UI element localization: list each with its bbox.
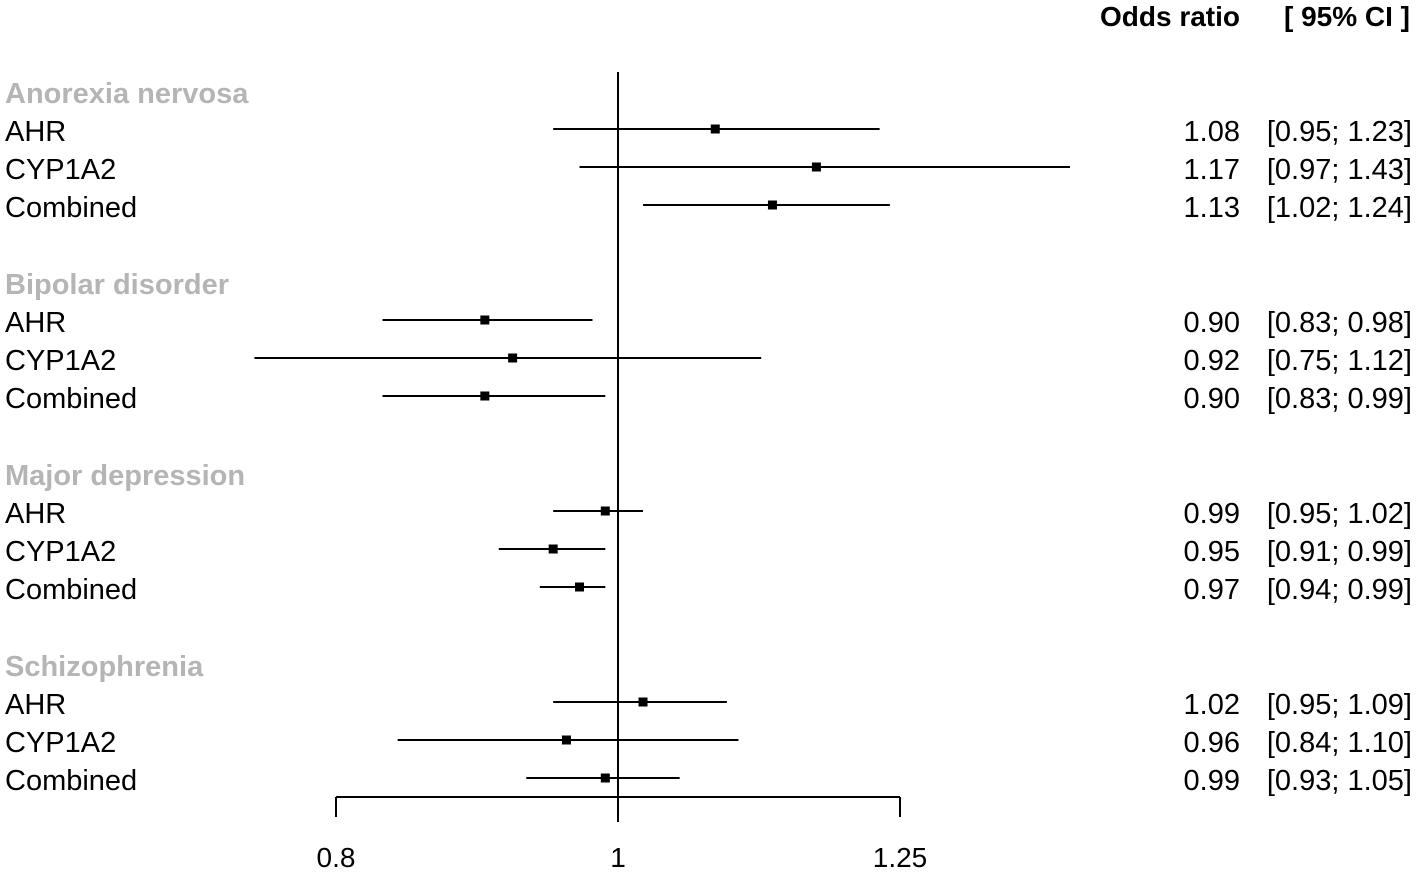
or-value: 0.90 (1184, 383, 1240, 415)
or-value: 1.08 (1184, 116, 1240, 148)
group-label: Bipolar disorder (5, 269, 229, 301)
ci-value: [0.95; 1.09] (1267, 689, 1412, 721)
or-value: 0.99 (1184, 765, 1240, 797)
or-value: 0.97 (1184, 574, 1240, 606)
or-value: 0.99 (1184, 498, 1240, 530)
or-value: 1.13 (1184, 192, 1240, 224)
point-estimate (600, 773, 610, 783)
or-value: 1.17 (1184, 154, 1240, 186)
point-estimate (561, 735, 571, 745)
point-estimate (767, 200, 777, 210)
ci-value: [1.02; 1.24] (1267, 192, 1412, 224)
odds-ratio-header: Odds ratio (1100, 1, 1240, 32)
group-label: Anorexia nervosa (5, 78, 249, 110)
ci-value: [0.93; 1.05] (1267, 765, 1412, 797)
row-label: AHR (5, 689, 66, 721)
row-label: Combined (5, 383, 137, 415)
x-tick-label: 0.8 (317, 842, 356, 873)
ci-value: [0.94; 0.99] (1267, 574, 1412, 606)
ci-value: [0.95; 1.02] (1267, 498, 1412, 530)
row-label: Combined (5, 192, 137, 224)
ci-value: [0.97; 1.43] (1267, 154, 1412, 186)
row-label: CYP1A2 (5, 345, 116, 377)
row-label: AHR (5, 116, 66, 148)
group-label: Schizophrenia (5, 651, 204, 683)
ci-value: [0.83; 0.99] (1267, 383, 1412, 415)
ci-value: [0.91; 0.99] (1267, 536, 1412, 568)
point-estimate (638, 697, 648, 707)
or-value: 1.02 (1184, 689, 1240, 721)
point-estimate (480, 315, 490, 325)
ci-header: [ 95% CI ] (1284, 1, 1410, 32)
plot-marks: Anorexia nervosa AHR 1.08 [0.95; 1.23] CYP1A… (5, 72, 1412, 873)
ci-value: [0.83; 0.98] (1267, 307, 1412, 339)
point-estimate (508, 353, 518, 363)
group-label: Major depression (5, 460, 245, 492)
ci-value: [0.75; 1.12] (1267, 345, 1412, 377)
row-label: Combined (5, 574, 137, 606)
or-value: 0.90 (1184, 307, 1240, 339)
row-label: CYP1A2 (5, 154, 116, 186)
row-label: AHR (5, 307, 66, 339)
point-estimate (548, 544, 558, 554)
point-estimate (811, 162, 821, 172)
row-label: Combined (5, 765, 137, 797)
or-value: 0.96 (1184, 727, 1240, 759)
x-tick-label: 1.25 (873, 842, 928, 873)
ci-value: [0.95; 1.23] (1267, 116, 1412, 148)
row-label: AHR (5, 498, 66, 530)
point-estimate (575, 582, 585, 592)
row-label: CYP1A2 (5, 727, 116, 759)
or-value: 0.95 (1184, 536, 1240, 568)
point-estimate (710, 124, 720, 134)
x-tick-label: 1 (610, 842, 626, 873)
point-estimate (480, 391, 490, 401)
row-label: CYP1A2 (5, 536, 116, 568)
ci-value: [0.84; 1.10] (1267, 727, 1412, 759)
point-estimate (600, 506, 610, 516)
or-value: 0.92 (1184, 345, 1240, 377)
